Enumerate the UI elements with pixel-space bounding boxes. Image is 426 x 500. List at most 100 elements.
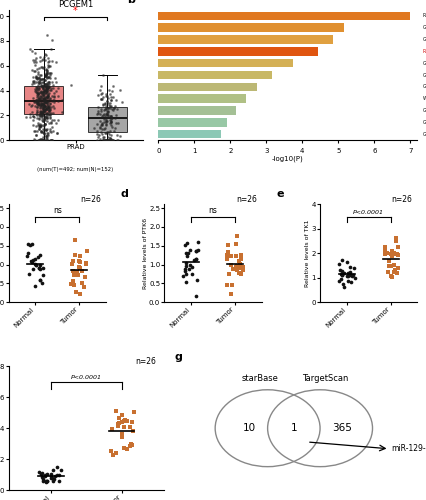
Point <box>95 109 101 117</box>
Point <box>190 256 197 264</box>
Point <box>38 108 45 116</box>
Point <box>102 124 109 132</box>
Point <box>94 120 101 128</box>
Point <box>186 261 193 269</box>
Point <box>46 80 53 88</box>
Point <box>43 126 49 134</box>
Point <box>103 136 110 144</box>
Point <box>112 114 119 122</box>
Point <box>103 114 109 122</box>
Point <box>49 474 56 482</box>
Point <box>228 260 235 268</box>
Point <box>43 134 50 142</box>
Point <box>72 288 79 296</box>
Point <box>40 130 47 138</box>
Point <box>41 126 48 134</box>
Point <box>384 250 391 258</box>
Point <box>32 97 39 105</box>
Point <box>43 94 50 102</box>
Point <box>71 282 78 290</box>
Point <box>36 99 43 107</box>
Point <box>236 268 242 276</box>
Point <box>43 79 50 87</box>
Point <box>38 81 45 89</box>
Point <box>40 64 47 72</box>
Point <box>107 99 114 107</box>
Point <box>186 246 193 254</box>
Point <box>51 92 58 100</box>
Point <box>33 96 40 104</box>
Point <box>40 104 46 112</box>
Point <box>45 93 52 101</box>
Point <box>39 88 46 96</box>
Point <box>55 477 62 485</box>
Point <box>97 124 104 132</box>
Point <box>103 116 110 124</box>
Point <box>39 110 46 118</box>
Point <box>114 136 121 144</box>
Point <box>44 78 51 86</box>
Point <box>33 74 40 82</box>
Text: GO:0071103: DNA conformation change: GO:0071103: DNA conformation change <box>423 84 426 89</box>
Point <box>100 136 106 144</box>
Point <box>102 106 109 114</box>
Point <box>227 252 234 260</box>
Point <box>37 76 43 84</box>
Point <box>39 56 46 64</box>
Point <box>40 86 47 94</box>
Point <box>49 78 56 86</box>
Point <box>44 91 51 99</box>
Point <box>389 252 396 260</box>
Text: n=26: n=26 <box>135 356 156 366</box>
Point <box>33 110 40 118</box>
Point <box>44 113 51 121</box>
Point <box>98 108 105 116</box>
Point <box>347 262 354 270</box>
Point <box>119 418 126 426</box>
Point <box>100 136 107 143</box>
Point <box>37 265 44 273</box>
Point <box>40 132 47 140</box>
Point <box>33 74 40 82</box>
Point <box>77 252 83 260</box>
Point <box>47 118 54 126</box>
Point <box>41 102 48 110</box>
Point <box>43 132 49 140</box>
Point <box>45 62 52 70</box>
Point <box>42 90 49 98</box>
Point <box>35 99 41 107</box>
Point <box>41 100 48 108</box>
Point <box>44 134 51 141</box>
Point <box>40 95 47 103</box>
Point <box>97 86 104 94</box>
Point <box>44 58 51 66</box>
Point <box>101 114 107 122</box>
Point <box>46 58 53 66</box>
Point <box>31 77 38 85</box>
Point <box>182 260 189 268</box>
Point <box>106 128 113 136</box>
Point <box>46 102 52 110</box>
Point <box>39 104 46 112</box>
Point <box>34 88 41 96</box>
PathPatch shape <box>88 107 127 132</box>
Point <box>42 82 49 90</box>
Point <box>39 128 46 136</box>
Point <box>381 244 388 252</box>
Point <box>38 100 45 108</box>
Point <box>75 262 82 270</box>
Point <box>104 106 111 114</box>
Point <box>40 125 46 133</box>
Point <box>107 116 114 124</box>
Point <box>344 272 351 280</box>
Point <box>49 136 55 144</box>
Point <box>100 72 107 80</box>
Point <box>39 128 46 136</box>
Point <box>43 82 50 90</box>
Bar <box>158 94 247 103</box>
Point <box>101 110 107 118</box>
Point <box>43 72 50 80</box>
Point <box>35 95 42 103</box>
Point <box>43 136 50 144</box>
Point <box>39 98 46 106</box>
